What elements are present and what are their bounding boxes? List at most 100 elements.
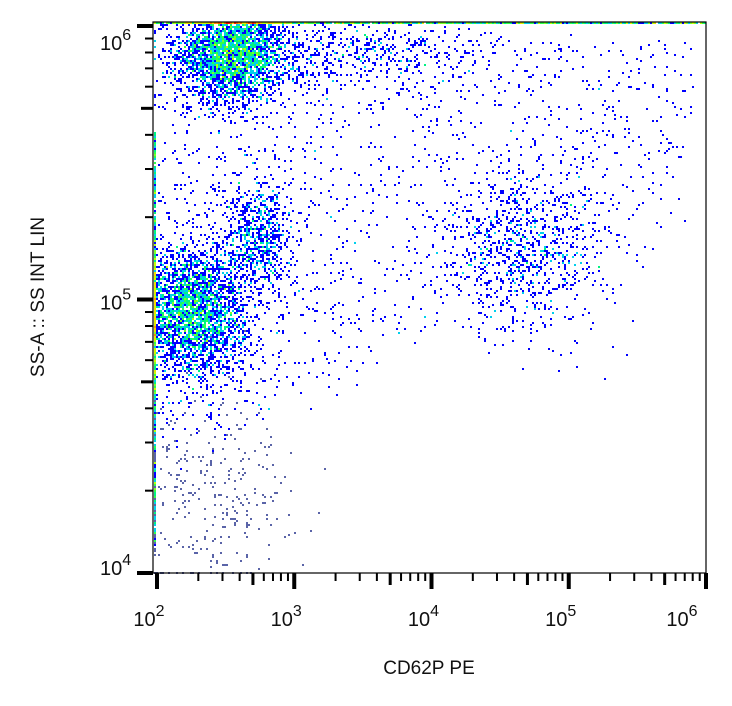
- density-cell: [154, 302, 156, 304]
- density-cell: [234, 48, 236, 50]
- density-cell: [186, 276, 188, 278]
- density-cell: [244, 60, 246, 62]
- density-cell: [222, 268, 224, 270]
- density-cell: [402, 88, 404, 90]
- density-cell: [178, 336, 180, 338]
- density-cell: [490, 248, 492, 250]
- density-cell: [280, 92, 282, 94]
- density-cell: [290, 22, 292, 24]
- density-cell: [206, 300, 208, 302]
- density-cell: [558, 252, 560, 254]
- density-cell: [502, 244, 504, 246]
- density-cell: [484, 266, 486, 268]
- density-cell: [618, 246, 620, 248]
- density-cell: [526, 224, 528, 226]
- density-cell: [522, 256, 524, 258]
- density-cell: [194, 356, 196, 358]
- density-cell: [330, 70, 332, 72]
- density-cell: [280, 104, 282, 106]
- density-cell: [254, 220, 256, 222]
- density-cell: [252, 76, 254, 78]
- density-cell: [278, 78, 280, 80]
- density-cell: [216, 320, 218, 322]
- density-cell: [576, 234, 578, 236]
- density-cell: [198, 316, 200, 318]
- density-cell: [538, 270, 540, 272]
- density-cell: [246, 56, 248, 58]
- density-cell: [526, 306, 528, 308]
- density-cell: [178, 370, 180, 372]
- density-cell: [538, 242, 540, 244]
- density-cell: [270, 210, 272, 212]
- density-cell: [182, 312, 184, 314]
- density-cell: [246, 232, 248, 234]
- density-cell: [214, 44, 216, 46]
- density-cell: [394, 46, 396, 48]
- density-cell: [242, 218, 244, 220]
- density-cell: [186, 44, 188, 46]
- density-cell: [162, 302, 164, 304]
- density-cell: [196, 276, 198, 278]
- density-cell: [212, 24, 214, 26]
- density-cell: [188, 338, 190, 340]
- density-cell: [292, 236, 294, 238]
- density-cell: [184, 260, 186, 262]
- density-cell: [574, 340, 576, 342]
- density-cell: [454, 274, 456, 276]
- density-cell: [480, 300, 482, 302]
- density-cell: [538, 174, 540, 176]
- density-cell: [248, 102, 250, 104]
- density-cell: [160, 364, 162, 366]
- density-cell: [206, 48, 208, 50]
- density-cell: [172, 272, 174, 274]
- density-cell: [306, 70, 308, 72]
- density-cell: [232, 66, 234, 68]
- density-cell: [286, 274, 288, 276]
- density-cell: [208, 30, 210, 32]
- density-cell: [188, 54, 190, 56]
- density-cell: [570, 318, 572, 320]
- density-cell: [244, 354, 246, 356]
- density-cell: [572, 236, 574, 238]
- density-cell: [260, 212, 262, 214]
- density-cell: [446, 294, 448, 296]
- density-cell: [502, 260, 504, 262]
- density-cell: [278, 34, 280, 36]
- density-cell: [270, 60, 272, 62]
- density-cell: [192, 328, 194, 330]
- density-cell: [206, 56, 208, 58]
- density-cell: [258, 252, 260, 254]
- density-cell: [200, 358, 202, 360]
- density-cell: [542, 200, 544, 202]
- density-cell: [494, 226, 496, 228]
- density-cell: [198, 24, 200, 26]
- density-cell: [278, 226, 280, 228]
- density-cell: [234, 300, 236, 302]
- density-cell: [474, 270, 476, 272]
- density-cell: [236, 318, 238, 320]
- density-cell: [218, 320, 220, 322]
- density-cell: [286, 302, 288, 304]
- density-cell: [234, 52, 236, 54]
- density-cell: [224, 302, 226, 304]
- density-cell: [280, 48, 282, 50]
- density-cell: [160, 336, 162, 338]
- density-cell: [186, 316, 188, 318]
- density-cell: [202, 66, 204, 68]
- density-cell: [180, 268, 182, 270]
- density-cell: [208, 300, 210, 302]
- density-cell: [284, 66, 286, 68]
- density-cell: [324, 22, 326, 24]
- density-cell: [200, 324, 202, 326]
- density-cell: [424, 64, 426, 66]
- density-cell: [236, 48, 238, 50]
- density-cell: [250, 210, 252, 212]
- density-cell: [252, 162, 254, 164]
- density-cell: [518, 250, 520, 252]
- density-cell: [266, 244, 268, 246]
- density-cell: [230, 282, 232, 284]
- density-cell: [314, 24, 316, 26]
- density-cell: [586, 248, 588, 250]
- density-cell: [350, 38, 352, 40]
- density-cell: [270, 38, 272, 40]
